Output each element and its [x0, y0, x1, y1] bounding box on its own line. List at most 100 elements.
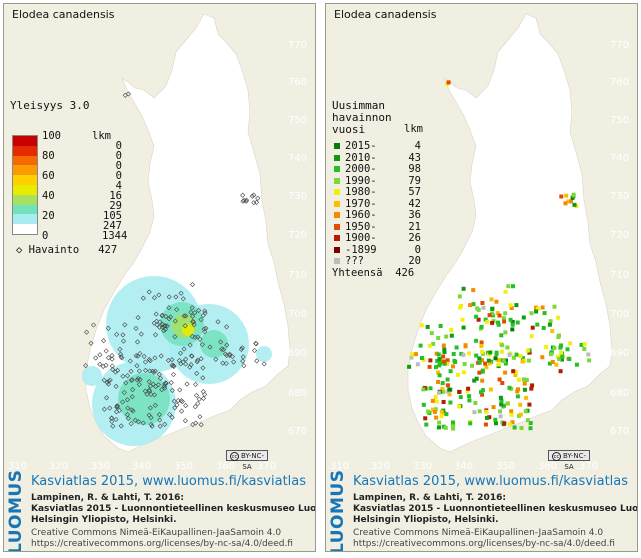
record-square — [520, 356, 525, 360]
record-square — [461, 286, 466, 291]
record-square — [540, 305, 545, 310]
record-square — [510, 327, 515, 332]
observation-marker — [166, 316, 172, 322]
record-square — [507, 385, 512, 390]
record-square — [565, 347, 570, 352]
observation-marker — [158, 353, 164, 359]
record-square — [547, 361, 552, 366]
observation-marker — [147, 405, 153, 411]
record-square — [510, 420, 515, 425]
record-square — [471, 302, 476, 307]
observation-symbol: ◇ — [16, 244, 23, 256]
record-square — [535, 306, 540, 311]
license-url[interactable]: https://creativecommons.org/licenses/by-… — [353, 539, 615, 549]
record-square — [515, 389, 520, 394]
observation-marker — [202, 329, 208, 335]
year-legend-row: ??? 20 — [334, 256, 421, 267]
frequency-heat-cell — [256, 346, 272, 362]
frequency-title: Yleisyys 3.0 — [10, 99, 90, 112]
observation-marker — [160, 322, 166, 328]
scale-label-100: 100 — [42, 130, 61, 142]
observation-marker — [128, 368, 134, 374]
tick-y-730: 730 — [610, 191, 629, 202]
year-label: 2010- — [345, 151, 377, 164]
observation-marker — [177, 350, 184, 356]
citation-line-1: Lampinen, R. & Lahti, T. 2016: — [353, 493, 506, 503]
observation-marker — [169, 362, 175, 368]
observation-label: Havainto — [28, 244, 80, 256]
record-square — [434, 415, 439, 420]
observation-marker — [165, 357, 171, 363]
record-square — [574, 362, 579, 367]
observation-marker — [188, 309, 194, 315]
record-square — [447, 392, 452, 397]
record-square — [480, 392, 485, 397]
record-square — [477, 360, 482, 365]
citation-line-2: Kasviatlas 2015 - Luonnontieteellinen ke… — [353, 504, 638, 514]
record-square — [496, 320, 500, 325]
year-label: 1990- — [345, 174, 377, 187]
record-square — [428, 386, 433, 391]
record-square — [528, 421, 533, 425]
record-square — [494, 421, 498, 426]
record-square — [502, 319, 507, 324]
atlas-link[interactable]: Kasviatlas 2015, www.luomus.fi/kasviatla… — [353, 474, 629, 489]
observation-marker — [238, 346, 244, 352]
observation-marker — [113, 416, 119, 423]
license-badge[interactable]: cc BY-NC-SA — [548, 450, 590, 471]
observation-marker — [224, 324, 230, 330]
record-square — [567, 357, 572, 362]
record-square — [468, 421, 473, 426]
license-url[interactable]: https://creativecommons.org/licenses/by-… — [31, 539, 293, 549]
scale-label-80: 80 — [42, 150, 55, 162]
observation-marker — [229, 353, 235, 360]
record-square — [550, 329, 555, 334]
observation-marker — [152, 355, 158, 361]
easting-ticks: 310 320 330 340 350 360 370 — [8, 461, 276, 472]
observation-marker — [130, 387, 136, 393]
record-square — [423, 416, 428, 421]
observation-marker — [109, 363, 115, 369]
observation-marker — [108, 415, 115, 421]
observation-marker — [199, 341, 205, 348]
observation-marker — [97, 361, 103, 367]
year-legend-row: 1970- 42 — [334, 198, 421, 210]
year-swatch — [334, 200, 340, 207]
year-label: ??? — [345, 255, 364, 267]
record-square — [559, 343, 564, 348]
record-square — [518, 402, 523, 407]
record-square — [448, 400, 453, 405]
record-square — [441, 354, 446, 359]
record-square — [474, 314, 479, 319]
record-square — [485, 415, 489, 420]
year-count: 36 — [408, 209, 421, 221]
record-square — [449, 333, 454, 338]
record-square — [541, 326, 546, 330]
observation-marker — [120, 338, 127, 344]
observation-marker — [97, 352, 103, 358]
record-square — [442, 361, 447, 366]
record-square — [502, 403, 506, 408]
record-square — [540, 355, 545, 360]
record-square — [524, 378, 529, 382]
atlas-link[interactable]: Kasviatlas 2015, www.luomus.fi/kasviatla… — [31, 474, 307, 489]
record-square — [522, 381, 527, 386]
record-square — [510, 322, 515, 327]
scale-band — [13, 165, 37, 176]
license-badge[interactable]: cc BY-NC-SA — [226, 450, 268, 471]
record-square — [487, 361, 492, 366]
tick-y-740: 740 — [288, 153, 307, 164]
record-square — [444, 412, 449, 417]
scale-band — [13, 214, 37, 225]
record-square — [582, 347, 587, 351]
observation-marker — [227, 352, 233, 358]
record-square — [436, 370, 441, 375]
legend-unit: lkm — [92, 130, 111, 142]
observation-marker — [198, 356, 204, 362]
record-square — [436, 390, 441, 395]
tick-x-310: 310 — [330, 461, 349, 472]
observation-marker — [200, 395, 207, 401]
observation-marker — [134, 377, 140, 383]
observation-marker — [143, 367, 149, 373]
observation-marker — [182, 418, 188, 424]
